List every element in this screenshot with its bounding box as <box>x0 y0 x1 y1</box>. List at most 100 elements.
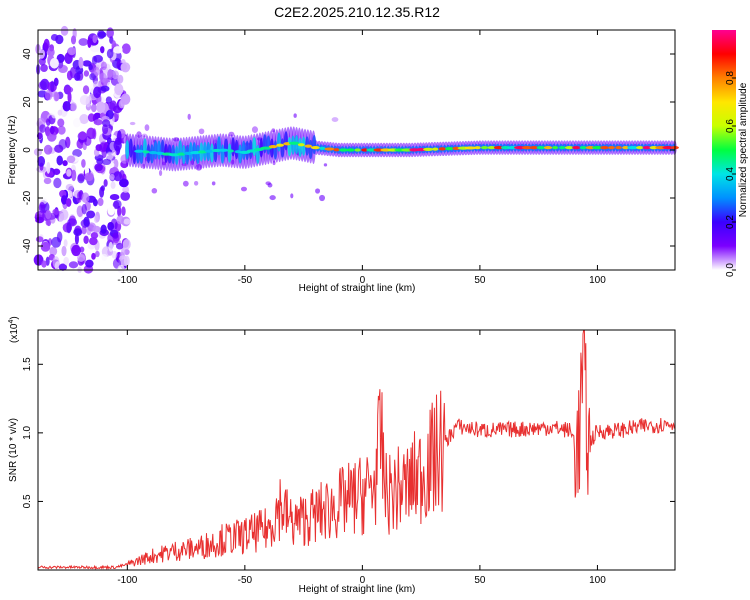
heatmap-band-core <box>238 144 243 164</box>
heatmap-noise-cell <box>100 224 107 234</box>
heatmap-noise-cell <box>91 252 96 260</box>
heatmap-noise-region <box>33 25 339 274</box>
heatmap-speckle <box>211 181 216 186</box>
heatmap-speckle <box>198 128 205 135</box>
heatmap-noise-cell <box>107 221 115 231</box>
heatmap-noise-cell <box>107 205 116 216</box>
spectrogram-x-ticks: -100 -50 0 50 100 <box>117 30 606 286</box>
colorbar-gradient <box>712 30 736 270</box>
heatmap-speckle <box>228 131 235 137</box>
heatmap-noise-cell <box>117 74 124 84</box>
heatmap-band-core <box>308 139 313 160</box>
spectrogram-y-tick-label: 40 <box>22 48 33 60</box>
heatmap-noise-cell <box>52 168 61 176</box>
heatmap-speckle <box>290 193 294 199</box>
heatmap-noise-cell <box>54 92 60 102</box>
snr-frame <box>37 329 676 571</box>
heatmap-noise-cell <box>123 248 130 255</box>
heatmap-band-peak <box>197 150 208 154</box>
heatmap-noise-cell <box>83 216 90 227</box>
heatmap-noise-cell <box>86 210 96 219</box>
heatmap-noise-cell <box>93 86 102 99</box>
heatmap-noise-cell <box>97 31 107 39</box>
heatmap-speckle <box>129 121 136 126</box>
heatmap-noise-cell <box>97 197 104 207</box>
heatmap-noise-cell <box>57 125 66 135</box>
heatmap-noise-cell <box>49 246 58 256</box>
heatmap-noise-cell <box>60 25 69 36</box>
snr-x-tick-label: 0 <box>360 575 366 586</box>
heatmap-noise-cell <box>65 198 72 207</box>
heatmap-noise-cell <box>103 179 108 187</box>
heatmap-noise-cell <box>63 86 74 94</box>
heatmap-noise-cell <box>66 222 72 234</box>
heatmap-speckle <box>158 170 163 176</box>
snr-y-multiplier-close: ) <box>9 316 20 319</box>
spectrogram-y-tick-label: 20 <box>22 96 33 108</box>
heatmap-noise-cell <box>81 226 87 235</box>
snr-x-axis-label: Height of straight line (km) <box>299 584 416 595</box>
heatmap-noise-cell <box>113 111 120 120</box>
heatmap-band-peak <box>445 147 454 151</box>
heatmap-noise-cell <box>106 48 114 59</box>
heatmap-noise-cell <box>81 158 86 168</box>
heatmap-band-peak <box>487 146 496 150</box>
snr-x-tick-label: -100 <box>117 575 137 586</box>
heatmap-speckle <box>331 117 339 122</box>
heatmap-band-core <box>273 140 278 160</box>
heatmap-band-core <box>178 140 183 160</box>
heatmap-noise-cell <box>68 261 79 269</box>
heatmap-noise-cell <box>63 239 68 247</box>
heatmap-band-peak <box>260 146 272 150</box>
heatmap-noise-cell <box>66 155 76 164</box>
heatmap-speckle <box>267 183 273 188</box>
heatmap-noise-cell <box>67 91 72 103</box>
heatmap-band-peak <box>493 146 504 150</box>
heatmap-noise-cell <box>58 263 68 271</box>
heatmap-noise-cell <box>118 178 129 188</box>
heatmap-band-peak <box>564 146 574 150</box>
heatmap-band-peak <box>333 148 340 152</box>
heatmap-noise-cell <box>38 202 46 214</box>
heatmap-band-peak <box>552 146 559 150</box>
heatmap-noise-cell <box>122 238 131 250</box>
spectrogram-x-tick-label: 0 <box>360 275 366 286</box>
heatmap-band-core <box>213 143 218 163</box>
heatmap-noise-cell <box>53 77 59 87</box>
spectrogram-x-tick-label: -100 <box>117 275 137 286</box>
heatmap-noise-cell <box>49 125 55 135</box>
snr-y-multiplier-base: (x10 <box>9 323 20 343</box>
heatmap-band-core <box>298 137 303 157</box>
heatmap-band-peak <box>324 147 335 151</box>
heatmap-noise-cell <box>100 185 105 192</box>
heatmap-speckle <box>251 126 259 133</box>
heatmap-noise-cell <box>72 117 81 128</box>
heatmap-noise-cell <box>61 245 67 257</box>
heatmap-signal-band <box>125 126 679 172</box>
heatmap-band-peak <box>268 145 278 149</box>
heatmap-band-core <box>287 137 292 157</box>
spectrogram-y-tick-label: -20 <box>22 190 33 205</box>
heatmap-noise-cell <box>93 119 103 126</box>
heatmap-speckle <box>240 186 248 192</box>
spectrogram-y-axis-label: Frequency (Hz) <box>7 116 18 185</box>
heatmap-band-peak <box>642 146 651 150</box>
snr-y-multiplier: (x104) <box>8 316 20 343</box>
heatmap-band-core <box>234 139 239 160</box>
heatmap-noise-cell <box>112 232 119 239</box>
heatmap-noise-cell <box>58 64 68 74</box>
heatmap-band-core <box>266 135 271 155</box>
heatmap-band-core <box>209 143 214 163</box>
heatmap-noise-cell <box>65 183 74 191</box>
snr-plot-area <box>38 330 675 570</box>
heatmap-noise-cell <box>113 199 122 209</box>
heatmap-noise-cell <box>71 244 81 257</box>
heatmap-noise-cell <box>67 47 77 56</box>
heatmap-noise-cell <box>84 136 92 146</box>
heatmap-noise-cell <box>109 100 118 112</box>
heatmap-noise-cell <box>92 225 101 233</box>
heatmap-noise-cell <box>56 53 65 63</box>
heatmap-noise-cell <box>121 206 126 217</box>
heatmap-noise-cell <box>63 256 69 266</box>
heatmap-noise-cell <box>101 124 109 135</box>
